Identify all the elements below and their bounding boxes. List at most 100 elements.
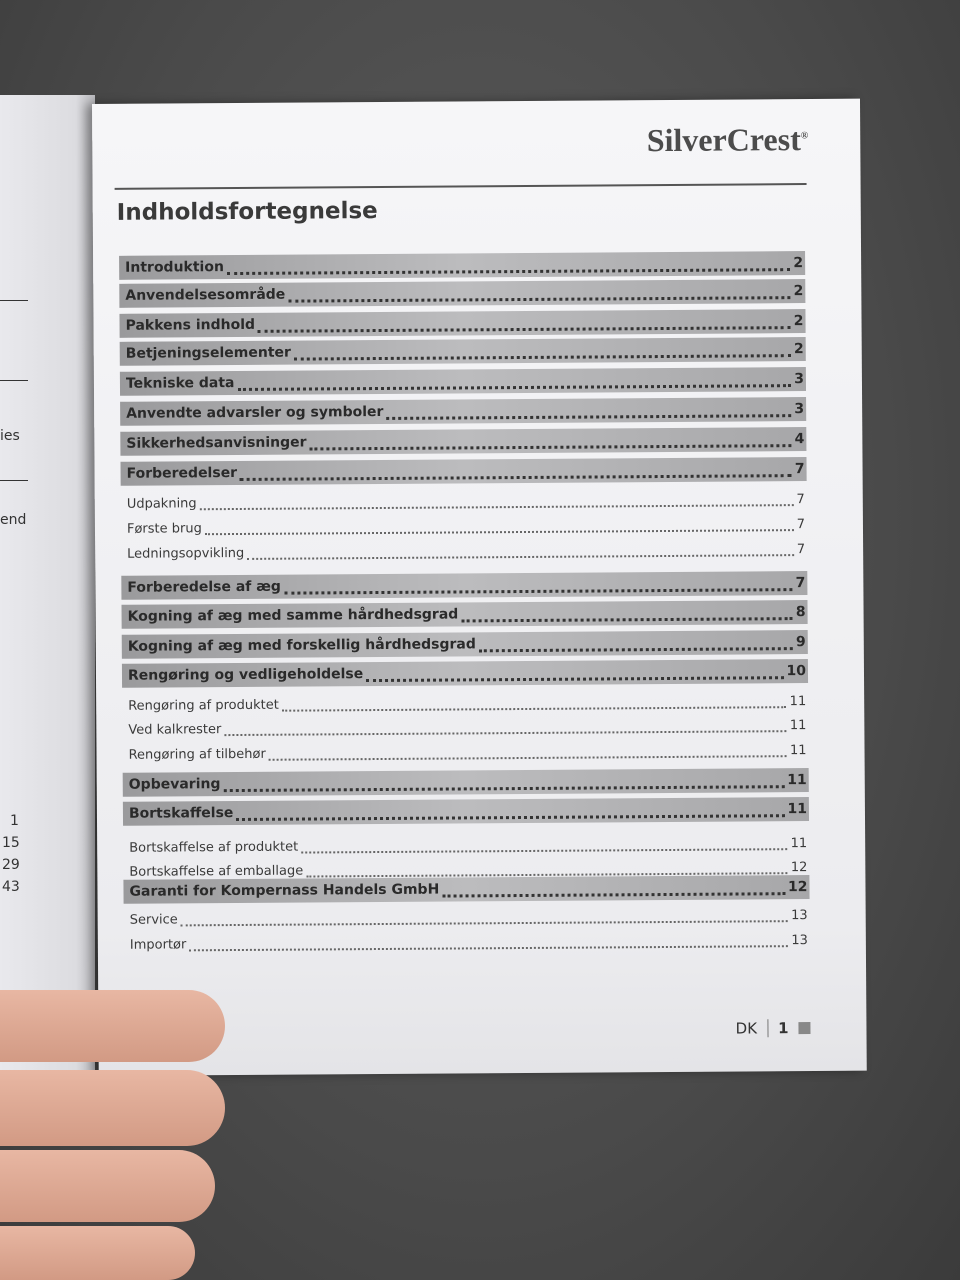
toc-label: Importør: [129, 936, 187, 953]
header-rule: [114, 183, 807, 190]
toc-label: Rengøring og vedligeholdelse: [127, 666, 364, 684]
leader-dots: [293, 341, 792, 361]
toc-label: Første brug: [126, 520, 202, 537]
leader-dots: [309, 431, 792, 450]
toc-entry[interactable]: Anvendelsesområde 2: [119, 279, 806, 308]
toc-entry[interactable]: Service 13: [124, 903, 810, 932]
toc-entry[interactable]: Pakkens indhold 2: [119, 309, 806, 338]
leader-dots: [281, 694, 787, 712]
finger: [0, 1226, 195, 1280]
toc-page-number: 13: [791, 907, 808, 923]
leader-dots: [224, 718, 787, 737]
toc-page-number: 7: [796, 541, 806, 557]
toc-entry[interactable]: Anvendte advarsler og symboler 3: [120, 397, 807, 426]
leader-dots: [223, 772, 785, 792]
leader-dots: [237, 371, 792, 391]
leader-dots: [257, 313, 791, 333]
toc-label: Tekniske data: [125, 375, 235, 392]
leader-dots: [180, 908, 789, 927]
toc-entry[interactable]: Første brug 7: [121, 512, 807, 541]
toc-label: Garanti for Kompernass Handels GmbH: [129, 881, 440, 900]
toc-label: Anvendelsesområde: [125, 286, 286, 304]
leader-dots: [268, 743, 788, 761]
language-code: DK: [735, 1019, 758, 1038]
toc-label: Rengøring af tilbehør: [128, 746, 266, 763]
toc-entry[interactable]: Garanti for Kompernass Handels GmbH 12: [123, 875, 810, 904]
toc-label: Bortskaffelse af emballage: [129, 863, 304, 880]
toc-label: Bortskaffelse: [128, 805, 234, 822]
toc-page-number: 3: [794, 401, 805, 418]
toc-entry[interactable]: Bortskaffelse 11: [122, 797, 810, 826]
divider: [0, 300, 28, 301]
divider: [0, 380, 28, 381]
toc-entry[interactable]: Kogning af æg med samme hårdhedsgrad 8: [121, 600, 808, 629]
toc-entry[interactable]: Forberedelse af æg 7: [121, 571, 808, 600]
leader-dots: [226, 255, 791, 275]
toc-page-number: 13: [791, 932, 808, 948]
toc-page-number: 11: [790, 835, 808, 851]
toc-entry[interactable]: Kogning af æg med forskellig hårdhedsgra…: [121, 630, 808, 659]
toc-page-number: 3: [794, 371, 804, 388]
toc-label: Pakkens indhold: [125, 316, 256, 334]
toc-label: Introduktion: [125, 259, 224, 276]
toc-label: Rengøring af produktet: [128, 697, 279, 714]
table-of-contents: Introduktion 2 Anvendelsesområde 2 Pakkens i…: [92, 99, 860, 952]
toc-entry[interactable]: Tekniske data 3: [119, 367, 807, 396]
leader-dots: [288, 283, 791, 303]
toc-entry[interactable]: Forberedelser 7: [120, 457, 807, 486]
page-number: 29: [2, 857, 20, 873]
toc-label: Service: [129, 911, 178, 928]
toc-page-number: 9: [795, 634, 806, 651]
leader-dots: [366, 663, 784, 682]
toc-entry[interactable]: Opbevaring 11: [122, 768, 809, 797]
toc-page-number: 7: [794, 461, 805, 478]
leader-dots: [240, 461, 792, 481]
text-fragment: end: [0, 512, 27, 528]
toc-page-number: 7: [796, 516, 806, 532]
toc-entry[interactable]: Importør 13: [124, 928, 810, 957]
leader-dots: [199, 492, 794, 511]
toc-page-number: 12: [790, 859, 808, 875]
toc-page-number: 2: [793, 283, 804, 300]
page-number: 43: [2, 879, 20, 895]
toc-page-number: 2: [793, 313, 804, 330]
toc-entry[interactable]: Betjeningselementer 2: [119, 337, 806, 366]
page-footer: DK 1: [736, 1019, 811, 1038]
toc-label: Ved kalkrester: [128, 721, 222, 738]
toc-label: Betjeningselementer: [125, 344, 291, 362]
leader-dots: [301, 836, 788, 854]
toc-label: Opbevaring: [128, 776, 221, 793]
toc-page-number: 2: [793, 255, 804, 272]
toc-label: Sikkerhedsanvisninger: [126, 434, 307, 452]
leader-dots: [283, 575, 793, 595]
toc-page-number: 7: [796, 491, 805, 507]
toc-entry[interactable]: Introduktion 2: [119, 251, 806, 280]
toc-page-number: 8: [795, 604, 806, 621]
toc-entry[interactable]: Udpakning 7: [121, 487, 807, 516]
toc-entry[interactable]: Rengøring af tilbehør 11: [122, 738, 808, 767]
toc-label: Forberedelse af æg: [127, 578, 281, 596]
toc-label: Kogning af æg med samme hårdhedsgrad: [127, 606, 459, 625]
page-number: 1: [10, 813, 19, 829]
text-fragment: ies: [0, 428, 20, 444]
leader-dots: [442, 879, 786, 898]
toc-page-number: 11: [787, 801, 807, 818]
toc-label: Udpakning: [126, 495, 197, 512]
toc-page-number: 7: [795, 575, 806, 592]
toc-page-number: 11: [789, 717, 807, 733]
toc-entry[interactable]: Ved kalkrester 11: [122, 713, 808, 742]
finger: [0, 1070, 225, 1146]
finger: [0, 1150, 215, 1222]
toc-label: Bortskaffelse af produktet: [129, 839, 299, 856]
toc-label: Kogning af æg med forskellig hårdhedsgra…: [127, 636, 476, 655]
leader-dots: [189, 933, 789, 952]
toc-label: Anvendte advarsler og symboler: [126, 403, 384, 422]
toc-entry[interactable]: Rengøring og vedligeholdelse 10: [121, 659, 809, 688]
leader-dots: [461, 604, 793, 622]
toc-label: Forberedelser: [126, 464, 238, 482]
toc-entry[interactable]: Sikkerhedsanvisninger 4: [120, 427, 807, 456]
toc-entry[interactable]: Ledningsopvikling 7: [121, 537, 807, 566]
toc-page-number: 11: [789, 742, 807, 758]
leader-dots: [478, 634, 794, 652]
leader-dots: [386, 401, 792, 420]
